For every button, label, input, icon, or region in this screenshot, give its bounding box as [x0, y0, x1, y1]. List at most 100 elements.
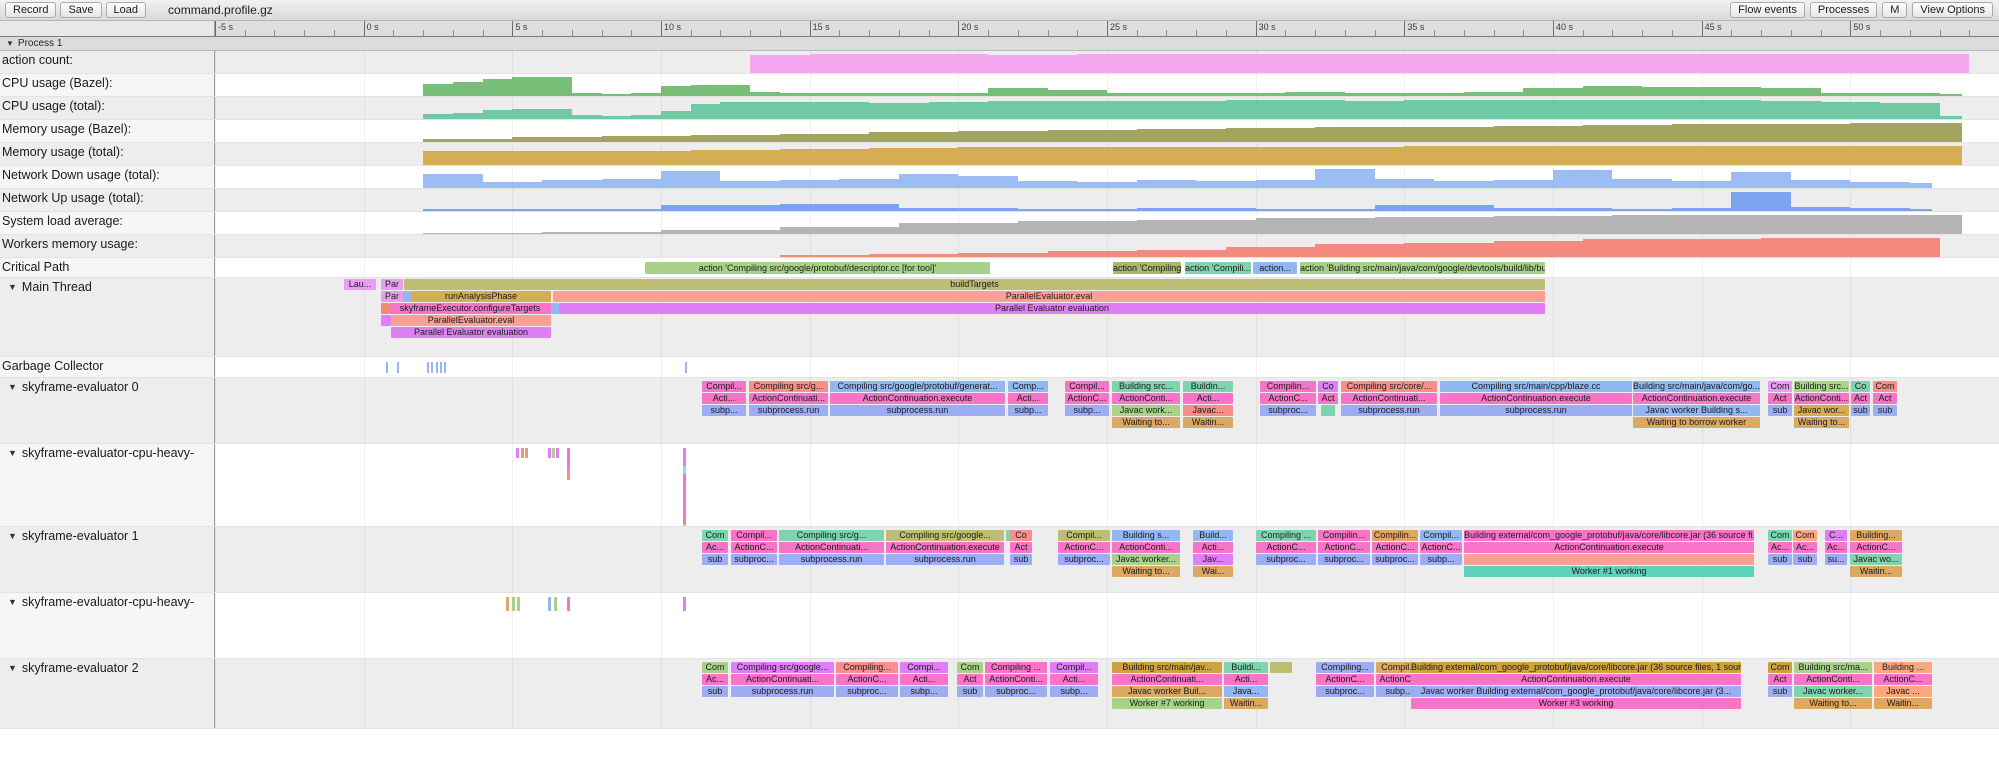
trace-slice[interactable]: Compiling src/g... — [749, 381, 828, 392]
track-label-workers-memory-usage[interactable]: Workers memory usage: — [0, 235, 215, 257]
trace-slice[interactable]: Ac... — [702, 674, 728, 685]
trace-marker[interactable] — [567, 597, 570, 611]
track-network-up-usage-total[interactable]: Network Up usage (total): — [0, 189, 1999, 212]
track-canvas-system-load-average[interactable] — [215, 212, 1999, 234]
trace-slice[interactable]: subprocess.run — [779, 554, 884, 565]
trace-slice[interactable]: subp... — [1376, 686, 1422, 697]
trace-slice[interactable]: Javac worker Building external/com_googl… — [1411, 686, 1741, 697]
trace-slice[interactable]: Buildi... — [1224, 662, 1268, 673]
chevron-down-icon[interactable]: ▼ — [8, 448, 17, 458]
track-skyframe-evaluator-cpu-heavy-1[interactable]: ▼ skyframe-evaluator-cpu-heavy- — [0, 593, 1999, 659]
trace-slice[interactable]: ActionC... — [1256, 542, 1316, 553]
trace-slice[interactable]: Com — [1873, 381, 1897, 392]
track-label-cpu-usage-bazel[interactable]: CPU usage (Bazel): — [0, 74, 215, 96]
trace-slice[interactable]: Javac wo... — [1850, 554, 1902, 565]
trace-slice[interactable]: Compiling src/core/... — [1341, 381, 1437, 392]
trace-slice[interactable]: Building external/com_google_protobuf/ja… — [1464, 530, 1754, 541]
trace-slice[interactable]: Parallel Evaluator evaluation — [391, 327, 551, 338]
trace-slice[interactable]: ActionContinuation.execute — [1411, 674, 1741, 685]
trace-slice[interactable]: subp... — [900, 686, 948, 697]
track-label-network-up-usage-total[interactable]: Network Up usage (total): — [0, 189, 215, 211]
trace-slice[interactable]: sub — [1768, 686, 1792, 697]
trace-slice[interactable]: Building src/main/jav... — [1112, 662, 1222, 673]
trace-slice[interactable]: Acti... — [1183, 393, 1233, 404]
trace-slice[interactable]: ParallelEvaluator.eval — [391, 315, 551, 326]
track-canvas-cpu-usage-total[interactable] — [215, 97, 1999, 119]
track-cpu-usage-total[interactable]: CPU usage (total): — [0, 97, 1999, 120]
track-canvas-skyframe-evaluator-cpu-heavy-1[interactable] — [215, 593, 1999, 658]
trace-slice[interactable]: Ac... — [1793, 542, 1817, 553]
track-label-memory-usage-total[interactable]: Memory usage (total): — [0, 143, 215, 165]
trace-slice[interactable]: Compil... — [1376, 662, 1422, 673]
trace-slice[interactable]: Com — [1768, 381, 1792, 392]
trace-slice[interactable]: Acti... — [1008, 393, 1048, 404]
trace-slice[interactable]: Javac... — [1183, 405, 1233, 416]
trace-slice[interactable]: subprocess.run — [830, 405, 1005, 416]
trace-slice[interactable]: C... — [1825, 530, 1847, 541]
trace-marker[interactable] — [440, 362, 442, 373]
trace-marker[interactable] — [521, 448, 524, 458]
track-canvas-action-count[interactable] — [215, 51, 1999, 73]
trace-slice[interactable]: Waitin... — [1850, 566, 1902, 577]
trace-slice[interactable]: Com — [1793, 530, 1817, 541]
trace-slice[interactable]: Act — [1318, 393, 1338, 404]
trace-slice[interactable]: Worker #3 working — [1411, 698, 1741, 709]
trace-slice[interactable]: Compilin... — [1260, 381, 1316, 392]
track-canvas-skyframe-evaluator-1[interactable]: Com Compil... Compiling src/g... Compiling … — [215, 527, 1999, 592]
trace-slice[interactable]: ActionContinuati... — [1112, 674, 1222, 685]
record-button[interactable]: Record — [5, 2, 57, 18]
trace-slice[interactable]: ActionC... — [731, 542, 777, 553]
time-ruler[interactable]: -5 s 0 s 5 s 10 s 15 s 20 s 25 s 30 s 35 s 40 s 45… — [0, 21, 1999, 37]
flow-events-button[interactable]: Flow events — [1730, 2, 1805, 18]
trace-slice[interactable]: Compil... — [731, 530, 777, 541]
trace-slice[interactable]: ActionC... — [1260, 393, 1316, 404]
trace-slice[interactable]: subp... — [1050, 686, 1098, 697]
process-group-header[interactable]: ▼ Process 1 — [0, 37, 1999, 51]
trace-slice[interactable]: subproc... — [1256, 554, 1316, 565]
track-label-main-thread[interactable]: ▼ Main Thread — [0, 278, 215, 356]
trace-slice[interactable]: Co — [1010, 530, 1032, 541]
trace-slice[interactable]: subproc... — [985, 686, 1047, 697]
track-main-thread[interactable]: ▼ Main Thread Lau... Par buildTargets Par runA… — [0, 278, 1999, 357]
trace-slice[interactable]: Acti... — [1050, 674, 1098, 685]
trace-slice[interactable]: Worker #7 working — [1112, 698, 1222, 709]
track-canvas-cpu-usage-bazel[interactable] — [215, 74, 1999, 96]
trace-slice[interactable]: Building ... — [1874, 662, 1932, 673]
trace-slice[interactable]: Java... — [1224, 686, 1268, 697]
track-label-action-count[interactable]: action count: — [0, 51, 215, 73]
trace-slice[interactable]: Javac wor... — [1794, 405, 1849, 416]
trace-slice[interactable]: Act — [1010, 542, 1032, 553]
trace-slice[interactable]: Compil... — [1058, 530, 1110, 541]
trace-slice[interactable]: Act — [1768, 393, 1792, 404]
trace-slice[interactable]: subp... — [1420, 554, 1462, 565]
trace-slice[interactable]: ActionContinuation.execute — [830, 393, 1005, 404]
track-label-network-down-usage-total[interactable]: Network Down usage (total): — [0, 166, 215, 188]
trace-slice[interactable]: subprocess.run — [749, 405, 828, 416]
trace-slice[interactable]: sub — [957, 686, 983, 697]
trace-marker[interactable] — [397, 362, 399, 373]
trace-slice[interactable]: ActionC... — [1850, 542, 1902, 553]
trace-marker[interactable] — [683, 448, 686, 466]
view-options-button[interactable]: View Options — [1912, 2, 1993, 18]
trace-slice[interactable]: subprocess.run — [886, 554, 1004, 565]
trace-slice[interactable]: Com — [1768, 530, 1792, 541]
trace-slice[interactable]: ActionContinuati... — [779, 542, 884, 553]
trace-slice[interactable]: Building... — [1850, 530, 1902, 541]
trace-marker[interactable] — [506, 597, 509, 611]
track-memory-usage-total[interactable]: Memory usage (total): — [0, 143, 1999, 166]
trace-slice[interactable]: Wai... — [1193, 566, 1233, 577]
trace-slice[interactable] — [1464, 554, 1754, 565]
trace-slice[interactable]: Acti... — [702, 393, 746, 404]
trace-slice[interactable]: Act — [1851, 393, 1870, 404]
trace-slice[interactable]: Compi... — [900, 662, 948, 673]
track-skyframe-evaluator-cpu-heavy-0[interactable]: ▼ skyframe-evaluator-cpu-heavy- — [0, 444, 1999, 527]
trace-marker[interactable] — [525, 448, 528, 458]
trace-slice[interactable]: action 'Compiling src/google/protobuf/de… — [645, 262, 990, 274]
track-canvas-network-down-usage-total[interactable] — [215, 166, 1999, 188]
trace-slice[interactable]: ActionContinuati... — [731, 674, 834, 685]
track-network-down-usage-total[interactable]: Network Down usage (total): — [0, 166, 1999, 189]
trace-slice[interactable] — [381, 315, 391, 326]
trace-marker[interactable] — [685, 362, 687, 373]
trace-slice[interactable]: Waitin... — [1874, 698, 1932, 709]
trace-slice[interactable]: action 'Compili... — [1185, 262, 1251, 274]
